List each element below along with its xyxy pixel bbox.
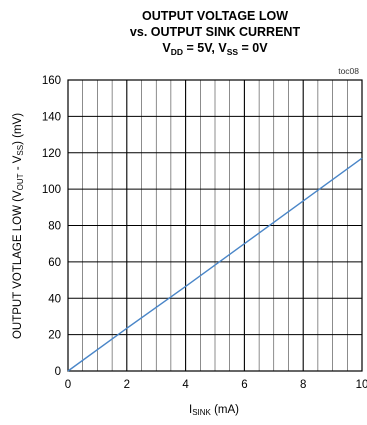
y-axis-part-3: ) (mV)	[12, 113, 24, 145]
series-line	[67, 157, 363, 372]
y-tick-labels: 0 20 40 60 80 100 120 140 160	[42, 75, 61, 378]
y-axis-part-1: OUTPUT VOTLAGE LOW (V	[12, 190, 24, 339]
y-tick-label: 40	[48, 293, 61, 305]
x-tick-label: 0	[65, 379, 71, 391]
x-tick-labels: 0 2 4 6 8 10	[65, 379, 367, 391]
chart-title-line-3: VDD = 5V, VSS = 0V	[68, 40, 362, 57]
chart-title-line-2: vs. OUTPUT SINK CURRENT	[129, 25, 301, 39]
y-tick-label: 100	[42, 184, 61, 196]
figure-tag: toc08	[338, 66, 359, 76]
x-axis-subscript: SINK	[192, 408, 211, 417]
x-axis-unit: (mA)	[211, 404, 239, 416]
y-axis-label: OUTPUT VOTLAGE LOW (VOUT - VSS) (mV)	[12, 113, 25, 339]
y-tick-label: 140	[42, 111, 61, 123]
x-tick-label: 10	[356, 379, 367, 391]
series-layer	[67, 157, 363, 372]
x-tick-label: 8	[300, 379, 306, 391]
y-axis-sub-1: OUT	[16, 173, 25, 190]
y-tick-label: 60	[48, 257, 61, 269]
y-tick-label: 80	[48, 221, 61, 233]
y-tick-label: 120	[42, 148, 61, 160]
title-vss-symbol: = 5V, V	[183, 41, 227, 55]
x-tick-label: 2	[124, 379, 130, 391]
x-tick-label: 4	[182, 379, 189, 391]
title-vss-value: = 0V	[238, 41, 268, 55]
y-tick-label: 0	[55, 366, 61, 378]
y-axis-part-2: - V	[12, 155, 24, 173]
title-vdd-subscript: DD	[170, 47, 184, 57]
x-tick-label: 6	[241, 379, 247, 391]
title-vdd-symbol: V	[162, 41, 171, 55]
major-grid	[68, 80, 362, 371]
title-vss-subscript: SS	[226, 47, 239, 57]
y-axis-sub-2: SS	[16, 145, 25, 156]
x-axis-label: ISINK (mA)	[189, 404, 239, 417]
y-tick-label: 20	[48, 330, 61, 342]
y-tick-label: 160	[42, 75, 61, 87]
x-axis-symbol: I	[189, 404, 192, 416]
plot-frame	[67, 79, 363, 372]
chart-title-line-1: OUTPUT VOLTAGE LOW	[141, 9, 289, 23]
